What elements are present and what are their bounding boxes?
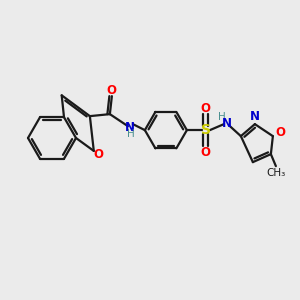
Text: O: O bbox=[201, 146, 211, 159]
Text: O: O bbox=[276, 126, 286, 139]
Text: N: N bbox=[125, 121, 135, 134]
Text: CH₃: CH₃ bbox=[266, 168, 286, 178]
Text: H: H bbox=[218, 112, 226, 122]
Text: O: O bbox=[201, 102, 211, 115]
Text: N: N bbox=[222, 117, 232, 130]
Text: H: H bbox=[127, 129, 135, 139]
Text: O: O bbox=[94, 148, 104, 161]
Text: N: N bbox=[250, 110, 260, 123]
Text: O: O bbox=[107, 84, 117, 97]
Text: S: S bbox=[201, 123, 211, 137]
